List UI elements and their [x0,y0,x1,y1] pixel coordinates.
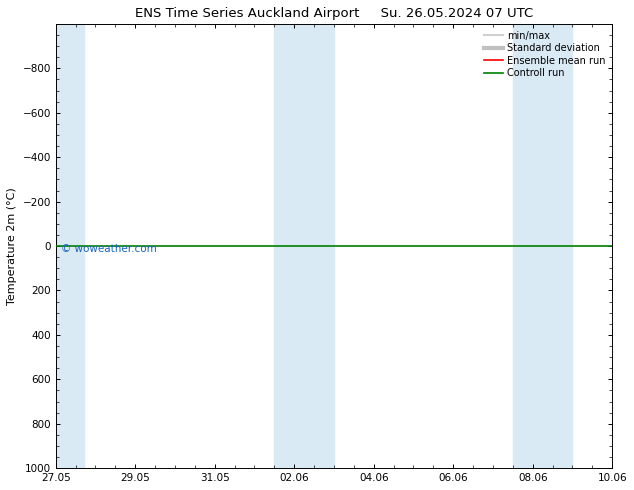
Bar [513,24,573,468]
Title: ENS Time Series Auckland Airport     Su. 26.05.2024 07 UTC: ENS Time Series Auckland Airport Su. 26.… [135,7,533,20]
Y-axis label: Temperature 2m (°C): Temperature 2m (°C) [7,187,17,305]
Legend: min/max, Standard deviation, Ensemble mean run, Controll run: min/max, Standard deviation, Ensemble me… [482,29,607,80]
Text: © woweather.com: © woweather.com [61,244,157,254]
Bar [56,24,84,468]
Bar [275,24,334,468]
